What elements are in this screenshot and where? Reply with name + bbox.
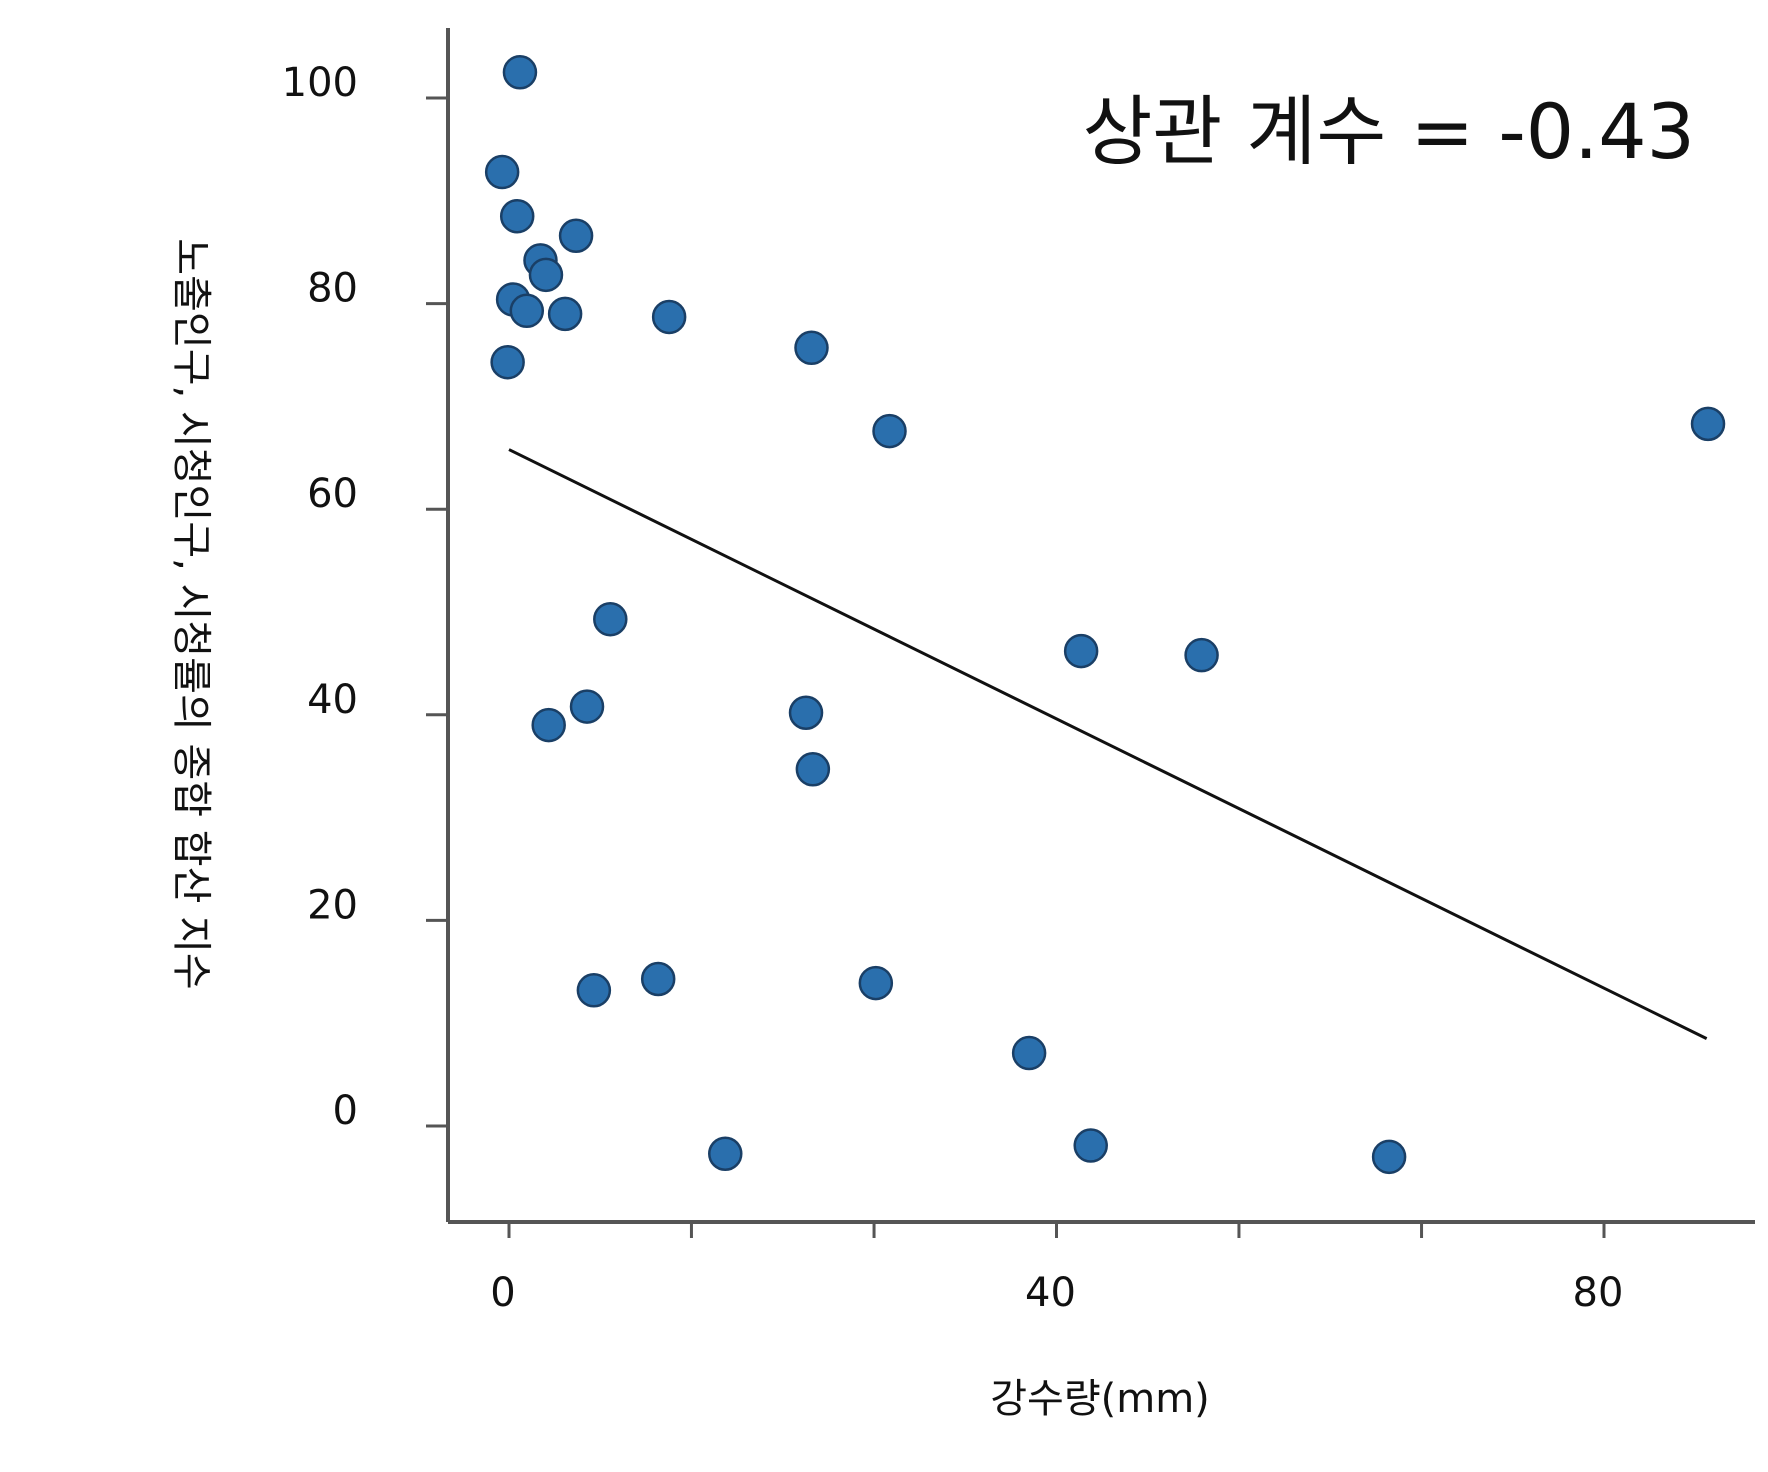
data-points xyxy=(484,55,1726,1175)
y-tick-label: 60 xyxy=(307,471,358,517)
data-point xyxy=(794,330,829,366)
data-point xyxy=(795,752,831,787)
y-tick-label: 80 xyxy=(307,266,358,312)
trend-line xyxy=(508,448,1708,1040)
data-point xyxy=(788,695,824,730)
y-tick-label: 20 xyxy=(307,882,358,928)
correlation-annotation: 상관 계수 = -0.43 xyxy=(1083,87,1695,176)
y-tick-label: 0 xyxy=(333,1088,358,1134)
data-point xyxy=(1073,1128,1108,1163)
data-point xyxy=(593,601,628,637)
data-point xyxy=(569,689,605,724)
data-point xyxy=(1063,633,1099,669)
data-point xyxy=(484,154,520,190)
data-point xyxy=(499,198,535,234)
y-axis-title: 노출인구, 시청인구, 시청률의 종합 합산 지수 xyxy=(168,238,214,989)
x-axis-title: 강수량(mm) xyxy=(990,1376,1210,1422)
x-tick-label: 80 xyxy=(1573,1270,1624,1316)
x-tick-label: 0 xyxy=(490,1270,515,1316)
data-point xyxy=(651,299,687,335)
data-point xyxy=(872,413,907,449)
data-point xyxy=(502,55,538,90)
chart-axes: 0 20 40 60 80 100 0 40 80 xyxy=(282,28,1755,1316)
data-point xyxy=(708,1136,743,1172)
data-point xyxy=(576,973,612,1008)
data-point xyxy=(531,707,566,743)
data-point xyxy=(640,961,676,997)
data-point xyxy=(1371,1139,1407,1175)
y-tick-label: 100 xyxy=(282,60,358,106)
data-point xyxy=(509,293,545,329)
y-tick-label: 40 xyxy=(307,677,358,723)
data-point xyxy=(528,257,564,293)
data-point xyxy=(1011,1035,1047,1071)
data-point xyxy=(547,296,583,332)
data-point xyxy=(558,218,594,254)
trend-line-group xyxy=(508,448,1708,1040)
data-point xyxy=(858,965,894,1001)
x-tick-label: 40 xyxy=(1025,1270,1076,1316)
data-point xyxy=(490,344,525,380)
data-point xyxy=(1690,406,1726,442)
data-point xyxy=(1184,637,1219,673)
